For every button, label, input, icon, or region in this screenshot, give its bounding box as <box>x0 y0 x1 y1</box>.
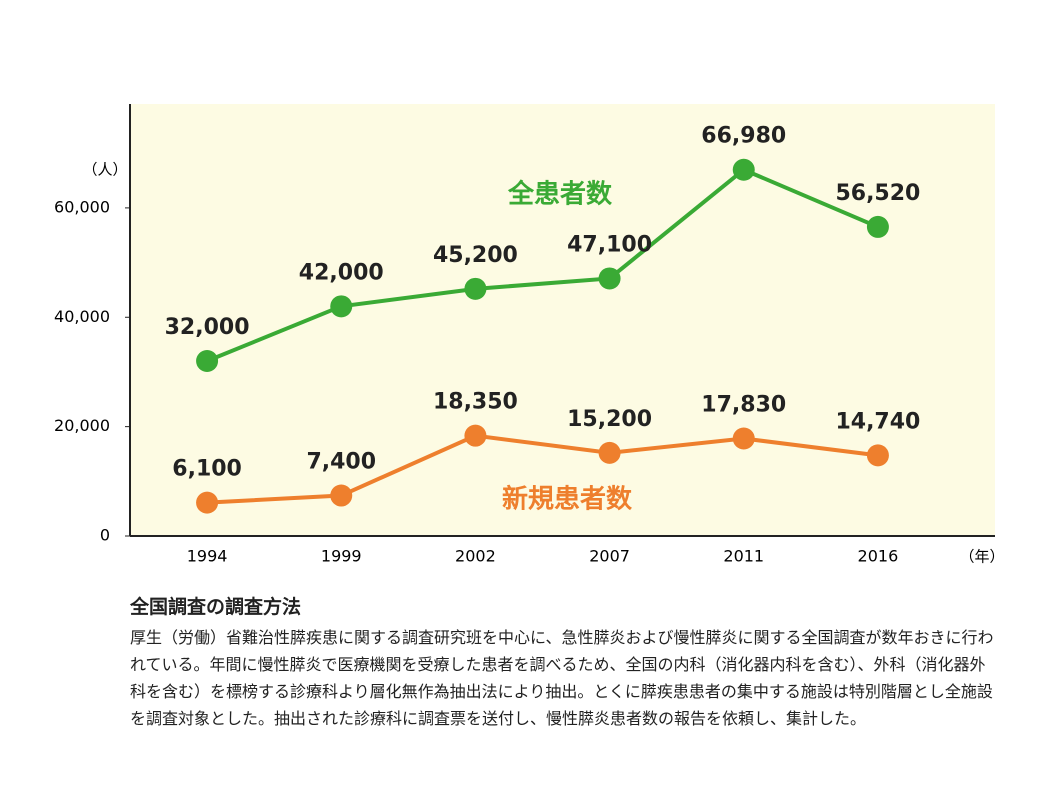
data-label: 7,400 <box>306 450 376 475</box>
data-point <box>598 441 621 464</box>
series-name: 新規患者数 <box>502 484 633 515</box>
y-tick-label: 20,000 <box>54 416 110 435</box>
x-tick-label: 2007 <box>589 547 630 566</box>
data-point <box>866 444 889 467</box>
data-label: 45,200 <box>433 243 518 268</box>
series-line <box>206 167 879 363</box>
y-tick-label: 60,000 <box>54 197 110 216</box>
chart: （人） （年） 0 20,000 40,000 60,000 1994 1999 2002 2… <box>54 104 1005 566</box>
data-point <box>330 484 353 507</box>
y-axis-unit: （人） <box>82 161 127 179</box>
data-label: 66,980 <box>701 124 786 149</box>
x-tick-label: 2016 <box>858 547 899 566</box>
note-title: 全国調査の調査方法 <box>130 596 302 618</box>
data-label: 32,000 <box>165 315 250 340</box>
series-name: 全患者数 <box>507 179 613 210</box>
series-line <box>206 433 879 505</box>
data-point <box>464 424 487 447</box>
x-axis-unit: （年） <box>959 548 1004 566</box>
plot-area <box>130 104 995 536</box>
data-point <box>196 491 219 514</box>
data-point <box>464 277 487 300</box>
data-label: 47,100 <box>567 232 652 257</box>
y-tick-label: 0 <box>100 526 110 545</box>
x-tick-label: 1994 <box>187 547 228 566</box>
data-point <box>330 295 353 318</box>
data-label: 56,520 <box>835 181 920 206</box>
data-label: 6,100 <box>172 457 242 482</box>
data-label: 42,000 <box>299 260 384 285</box>
data-label: 17,830 <box>701 392 786 417</box>
data-point <box>196 350 219 373</box>
data-point <box>598 267 621 290</box>
x-tick-label: 2011 <box>723 547 764 566</box>
data-point <box>732 427 755 450</box>
y-tick-label: 40,000 <box>54 307 110 326</box>
data-point <box>866 215 889 238</box>
data-label: 14,740 <box>835 409 920 434</box>
note-text: 厚生（労働）省難治性膵疾患に関する調査研究班を中心に、急性膵炎および慢性膵炎に関… <box>130 628 994 728</box>
x-tick-label: 2002 <box>455 547 496 566</box>
x-tick-label: 1999 <box>321 547 362 566</box>
data-label: 15,200 <box>567 407 652 432</box>
data-label: 18,350 <box>433 390 518 415</box>
data-point <box>732 158 755 181</box>
